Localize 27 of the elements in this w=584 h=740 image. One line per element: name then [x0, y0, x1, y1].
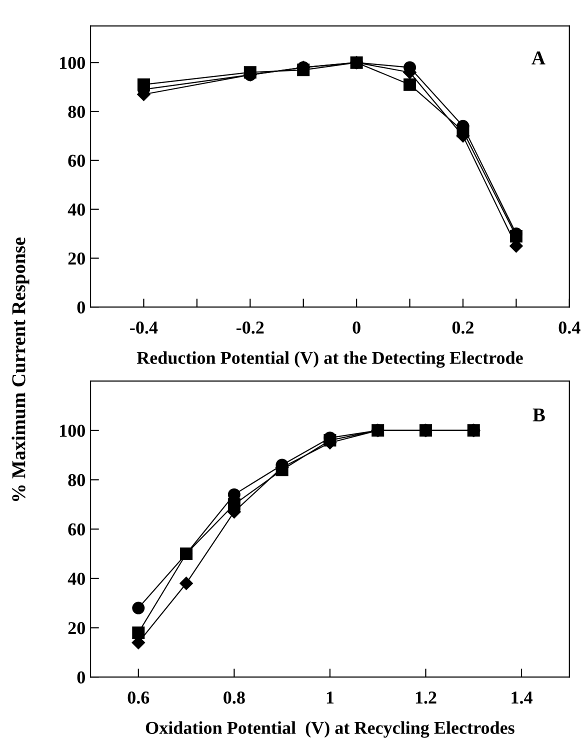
x-tick-label: 0.8: [224, 692, 245, 704]
annotation: A: [532, 51, 546, 64]
annotation: B: [532, 408, 545, 422]
y-tick-label: 60: [68, 154, 85, 167]
y-tick-label: 20: [68, 252, 85, 265]
y-axis-title: % Maximum Current Response: [12, 238, 30, 501]
x-tick-label: 0: [352, 322, 360, 334]
x-axis-title: Reduction Potential (V) at the Detecting Electrode: [136, 351, 523, 368]
x-tick-label: 0.6: [128, 692, 150, 704]
y-tick-label: 60: [68, 523, 85, 536]
y-tick-label: 40: [68, 204, 85, 216]
y-tick-label: 0: [77, 301, 85, 314]
x-tick-label: -0.4: [130, 322, 158, 334]
x-tick-label: 1: [326, 692, 334, 704]
x-tick-label: 1.4: [512, 692, 532, 704]
x-tick-label: 0.4: [558, 322, 580, 334]
y-tick-label: 20: [68, 622, 85, 634]
x-tick-label: 0.2: [452, 322, 474, 334]
y-tick-label: 100: [60, 56, 85, 70]
y-tick-label: 100: [60, 424, 85, 437]
x-tick-label: -0.2: [236, 322, 264, 334]
y-tick-label: 80: [68, 474, 85, 486]
y-tick-label: 40: [68, 572, 85, 585]
x-tick-label: 1.2: [416, 692, 436, 704]
y-tick-label: 80: [68, 106, 85, 118]
y-tick-label: 0: [77, 671, 85, 684]
x-axis-title: Oxidation Potential (V) at Recycling Electrodes: [146, 721, 514, 738]
